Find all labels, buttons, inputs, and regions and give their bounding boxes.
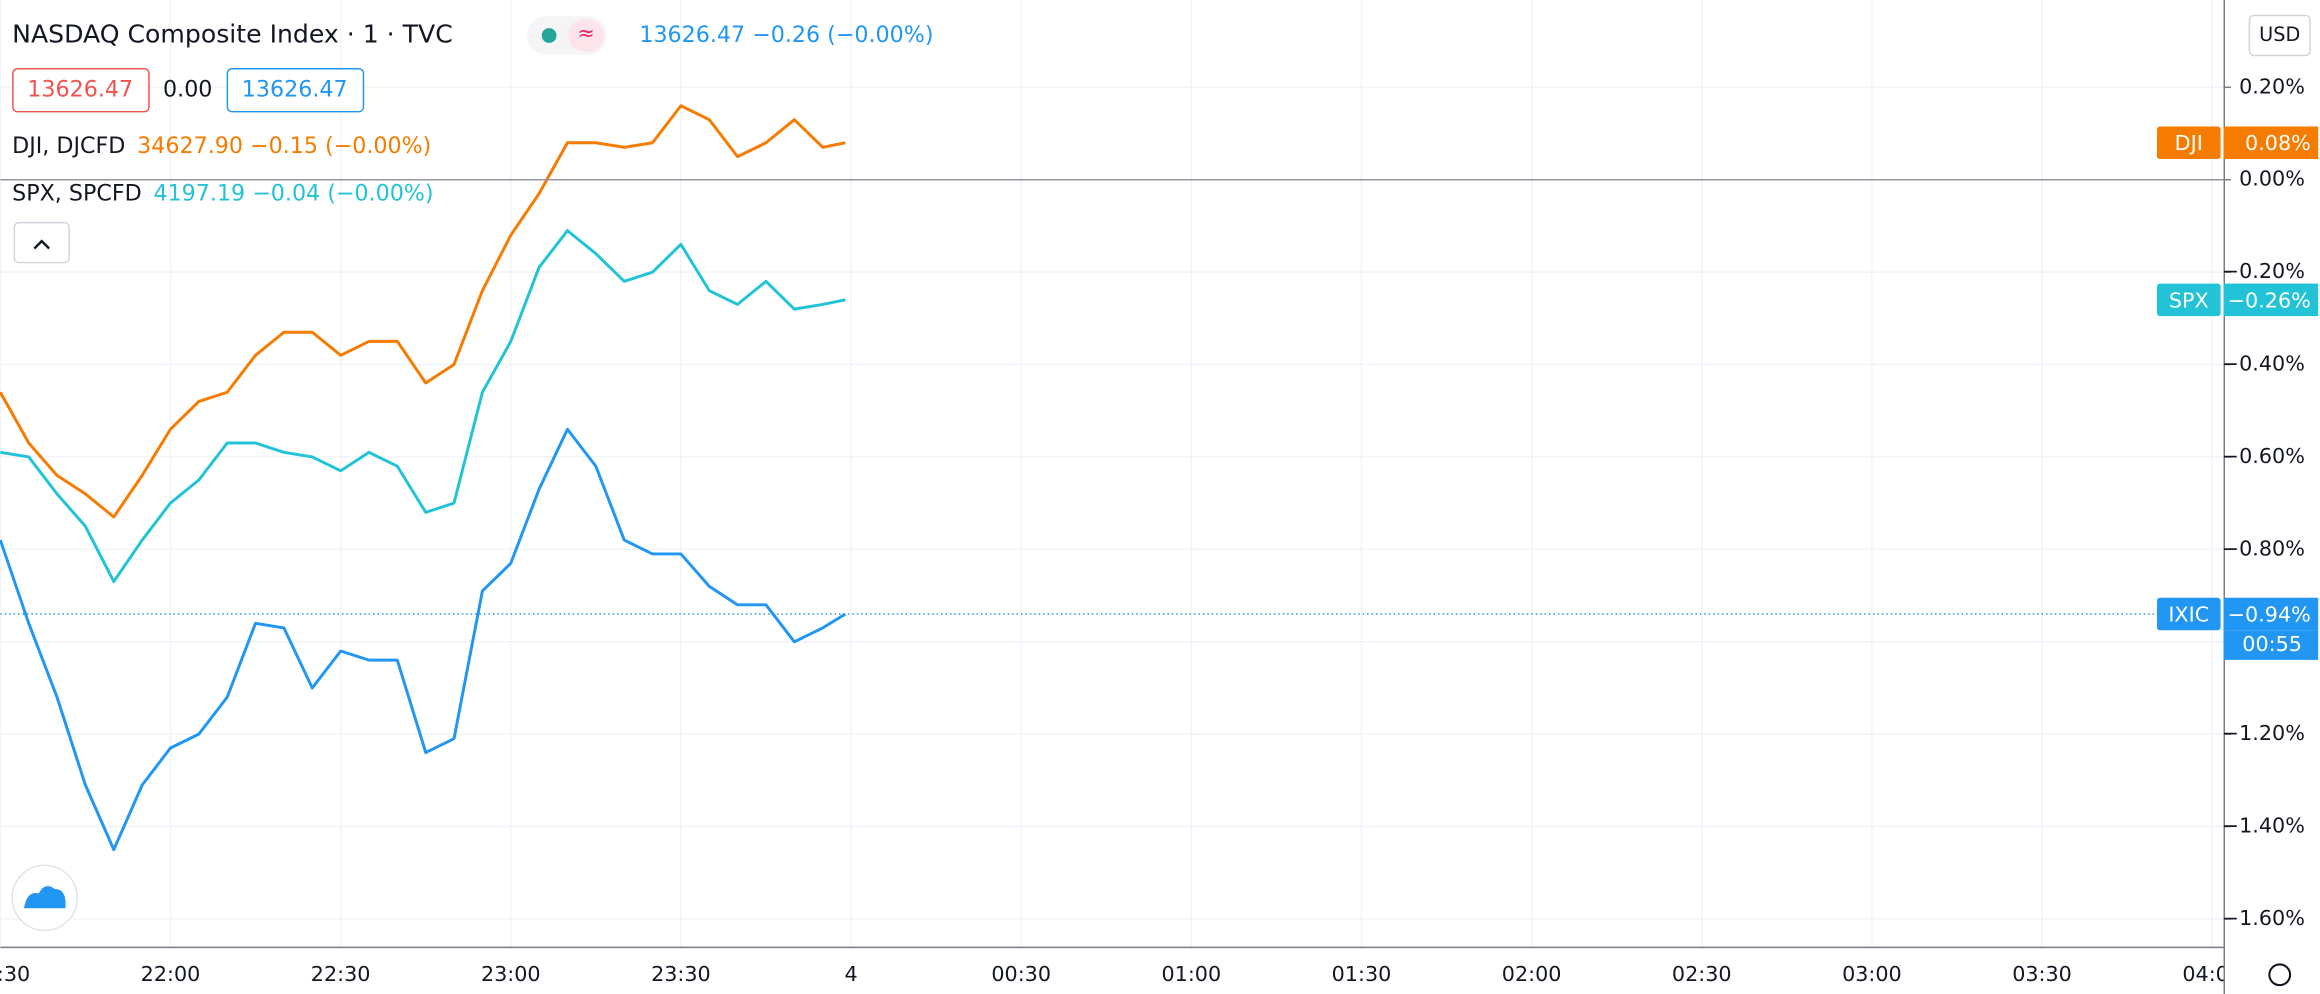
logo	[24, 886, 66, 909]
status-dot	[541, 28, 557, 43]
series-badge-name: DJI	[2175, 131, 2203, 155]
x-tick-label: 01:00	[1162, 962, 1222, 986]
bid[interactable]: 13626.47	[27, 77, 133, 103]
y-tick-label: −0.40%	[2222, 352, 2305, 376]
currency-box[interactable]	[2248, 14, 2311, 57]
x-tick-label: 23:00	[481, 962, 541, 986]
x-tick-label: 02:00	[1502, 962, 1562, 986]
y-tick-label: 0.00%	[2239, 167, 2305, 191]
series-badge	[2156, 126, 2221, 160]
delay-icon	[568, 19, 604, 52]
x-tick-label: 01:30	[1332, 962, 1392, 986]
chart-title: NASDAQ Composite Index · 1 · TVC	[12, 20, 453, 49]
spread: 0.00	[163, 77, 212, 103]
sell-box[interactable]	[12, 68, 150, 113]
price-badge-label: −0.94%	[2228, 602, 2311, 626]
x-tick-label: 23:30	[651, 962, 711, 986]
y-tick-label: −0.20%	[2222, 259, 2305, 283]
y-tick-label: −1.40%	[2222, 814, 2305, 838]
legend-symbol[interactable]: SPX, SPCFD	[12, 180, 141, 206]
plot	[0, 104, 2224, 852]
series-badge-name: SPX	[2169, 288, 2209, 312]
series-badge-name: IXIC	[2168, 602, 2209, 626]
y-tick-label: −0.80%	[2222, 536, 2305, 560]
y-tick-label: −1.20%	[2222, 721, 2305, 745]
series-badge	[2156, 597, 2221, 631]
x-tick-label: 21:30	[0, 962, 30, 986]
price-badge-label: −0.26%	[2228, 288, 2311, 312]
legend-quote: 4197.19 −0.04 (−0.00%)	[153, 180, 433, 206]
countdown-box	[2223, 630, 2319, 660]
main-quote: 13626.47 −0.26 (−0.00%)	[639, 22, 933, 48]
series-line	[0, 229, 846, 584]
settings-button[interactable]	[2268, 963, 2292, 987]
price-badge	[2223, 283, 2319, 317]
series-badge	[2156, 283, 2221, 317]
x-tick-label: 03:30	[2012, 962, 2072, 986]
grid	[0, 0, 2224, 947]
x-tick-label: 00:30	[991, 962, 1051, 986]
chevron	[33, 239, 50, 250]
x-tick-label: 4	[844, 962, 857, 986]
x-tick-label: 03:00	[1842, 962, 1902, 986]
series-line	[0, 427, 847, 852]
price-axis	[2223, 0, 2320, 994]
x-tick-label: 22:00	[141, 962, 201, 986]
currency[interactable]: USD	[2259, 23, 2300, 46]
x-tick-label: 02:30	[1672, 962, 1732, 986]
countdown: 00:55	[2242, 632, 2302, 656]
legend-quote: 34627.90 −0.15 (−0.00%)	[137, 133, 431, 159]
price-badge	[2223, 597, 2319, 631]
y-tick-label: −0.60%	[2222, 444, 2305, 468]
y-tick-label: 0.20%	[2239, 74, 2305, 98]
price-badge	[2223, 126, 2319, 160]
series-line	[0, 104, 846, 519]
ask[interactable]: 13626.47	[242, 77, 348, 103]
price-badge-label: 0.08%	[2245, 131, 2311, 155]
legend-symbol[interactable]: DJI, DJCFD	[12, 133, 125, 159]
delay-glyph: ≈	[577, 21, 594, 45]
x-tick-label: 22:30	[311, 962, 371, 986]
buy-box[interactable]	[226, 68, 365, 113]
y-tick-label: −1.60%	[2222, 906, 2305, 930]
